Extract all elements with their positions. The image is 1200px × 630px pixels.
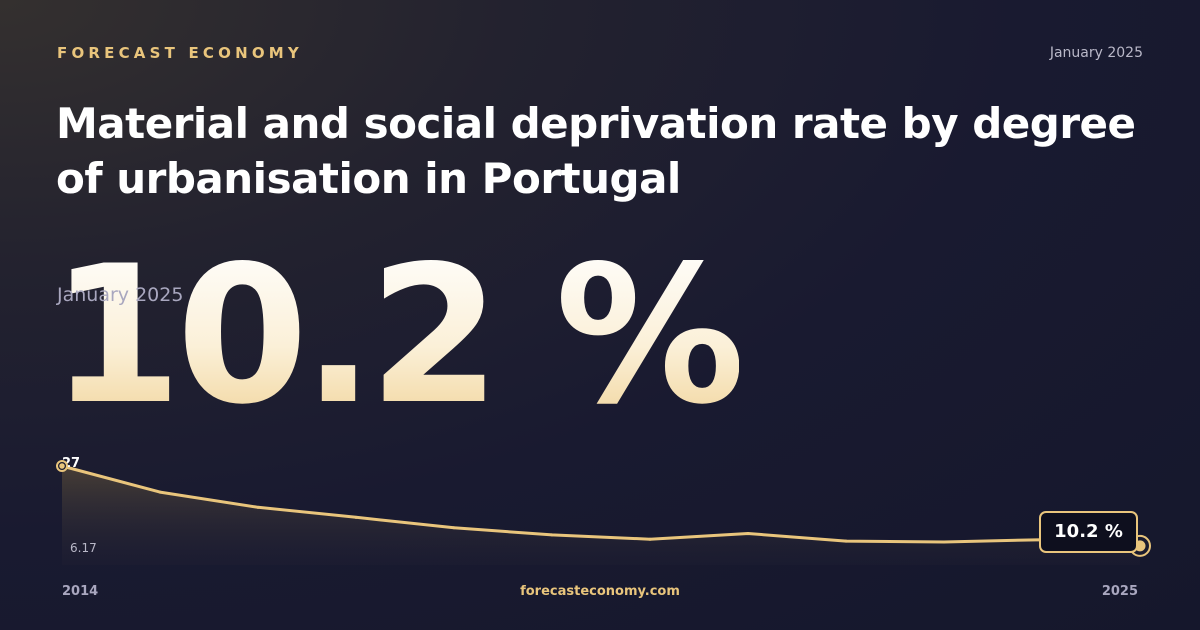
chart-area-fill	[62, 466, 1140, 565]
chart-data-point	[256, 505, 260, 509]
chart-data-point	[354, 515, 358, 519]
x-axis-start-label: 2014	[62, 584, 99, 599]
chart-data-point	[746, 531, 750, 535]
chart-data-point	[550, 533, 554, 537]
chart-data-point	[844, 539, 848, 543]
chart-start-marker-dot	[59, 463, 65, 469]
chart-data-point	[648, 537, 652, 541]
chart-data-point	[158, 490, 162, 494]
chart-data-point	[452, 526, 456, 530]
header-date: January 2025	[1049, 45, 1143, 61]
chart-series-line	[60, 464, 1142, 548]
chart-end-value-badge: 10.2 %	[1039, 511, 1138, 553]
brand-name: FORECAST ECONOMY	[57, 44, 303, 62]
headline-value: 10.2 %	[50, 225, 745, 446]
footer-site: forecasteconomy.com	[520, 584, 680, 599]
chart-min-label: 6.17	[70, 541, 97, 555]
chart-data-point	[942, 540, 946, 544]
page-title: Material and social deprivation rate by …	[56, 99, 1136, 203]
headline-date: January 2025	[57, 284, 184, 306]
x-axis-end-label: 2025	[1101, 584, 1138, 599]
